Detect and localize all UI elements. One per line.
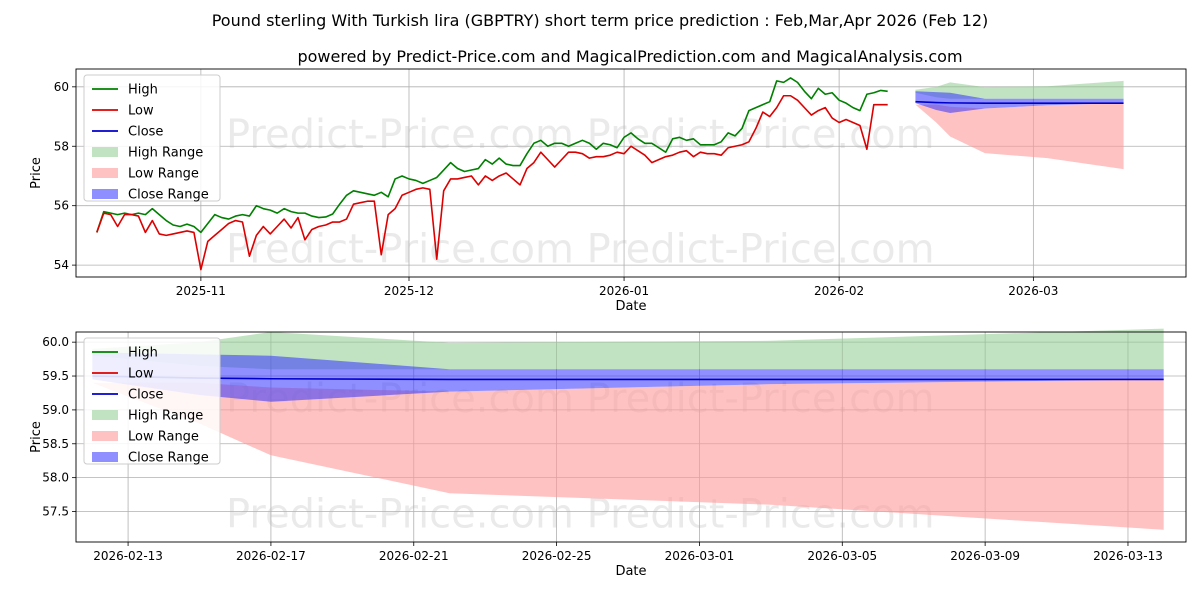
bottom-forecast-panel: Predict-Price.com Predict-Price.comPredi…	[29, 328, 1187, 579]
y-tick-label: 60	[54, 80, 69, 94]
y-tick-label: 58.5	[42, 437, 69, 451]
watermark-text: Predict-Price.com Predict-Price.com	[226, 226, 935, 272]
legend-label: Close	[128, 388, 163, 403]
x-axis-label: Date	[615, 299, 646, 314]
close-range-band	[92, 352, 1164, 402]
x-tick-label: 2026-02-25	[522, 549, 592, 563]
x-tick-label: 2026-02-21	[379, 549, 449, 563]
legend-label: Close Range	[128, 451, 209, 466]
x-axis-label: Date	[615, 564, 646, 579]
legend-swatch-patch	[92, 168, 118, 178]
high-range-band	[915, 80, 1124, 99]
y-tick-label: 57.5	[42, 505, 69, 519]
watermark-text: Predict-Price.com Predict-Price.com	[226, 112, 935, 158]
legend-swatch-patch	[92, 410, 118, 420]
close-series-line	[915, 100, 1124, 104]
low-series-line	[96, 94, 888, 271]
legend-swatch-patch	[92, 431, 118, 441]
low-range-band	[92, 379, 1164, 530]
legend-label: Close Range	[128, 188, 209, 203]
plot-frame	[75, 68, 1187, 278]
x-tick-label: 2026-02-17	[236, 549, 306, 563]
x-tick-label: 2026-03-01	[665, 549, 735, 563]
legend-swatch-patch	[92, 147, 118, 157]
y-tick-label: 54	[54, 258, 69, 272]
chart-title: Pound sterling With Turkish lira (GBPTRY…	[212, 11, 989, 30]
x-tick-label: 2026-03	[1008, 284, 1058, 298]
legend-label: Low	[128, 367, 154, 382]
y-tick-label: 59.5	[42, 369, 69, 383]
chart-subtitle: powered by Predict-Price.com and Magical…	[297, 47, 962, 66]
legend-label: High	[128, 83, 158, 98]
x-tick-label: 2025-12	[384, 284, 434, 298]
high-series-line	[96, 77, 888, 234]
x-tick-label: 2026-02-13	[93, 549, 163, 563]
y-axis-label: Price	[29, 157, 44, 189]
legend-label: High Range	[128, 146, 203, 161]
y-tick-label: 58	[54, 139, 69, 153]
x-tick-label: 2026-03-05	[807, 549, 877, 563]
x-tick-label: 2026-01	[599, 284, 649, 298]
x-tick-label: 2025-11	[176, 284, 226, 298]
close-range-band	[915, 91, 1124, 113]
y-tick-label: 58.0	[42, 471, 69, 485]
y-axis-label: Price	[29, 421, 44, 453]
legend-swatch-patch	[92, 452, 118, 462]
legend-label: High	[128, 346, 158, 361]
legend-label: Low Range	[128, 430, 199, 445]
x-tick-label: 2026-02	[814, 284, 864, 298]
legend-swatch-patch	[92, 189, 118, 199]
y-tick-label: 60.0	[42, 335, 69, 349]
legend: High Low Close High Range Low Range Close Ran…	[83, 337, 221, 466]
legend-label: High Range	[128, 409, 203, 424]
low-range-band	[915, 103, 1124, 170]
y-tick-label: 56	[54, 199, 69, 213]
x-tick-label: 2026-03-13	[1093, 549, 1163, 563]
high-range-band	[92, 328, 1164, 370]
top-price-panel: Predict-Price.com Predict-Price.com Predi…	[29, 68, 1187, 314]
legend: High Low Close High Range Low Range Close Ran…	[83, 74, 221, 203]
x-tick-label: 2026-03-09	[950, 549, 1020, 563]
legend-label: Low	[128, 104, 154, 119]
legend-label: Low Range	[128, 167, 199, 182]
y-tick-label: 59.0	[42, 403, 69, 417]
plot-frame	[75, 331, 1187, 543]
legend-label: Close	[128, 125, 163, 140]
